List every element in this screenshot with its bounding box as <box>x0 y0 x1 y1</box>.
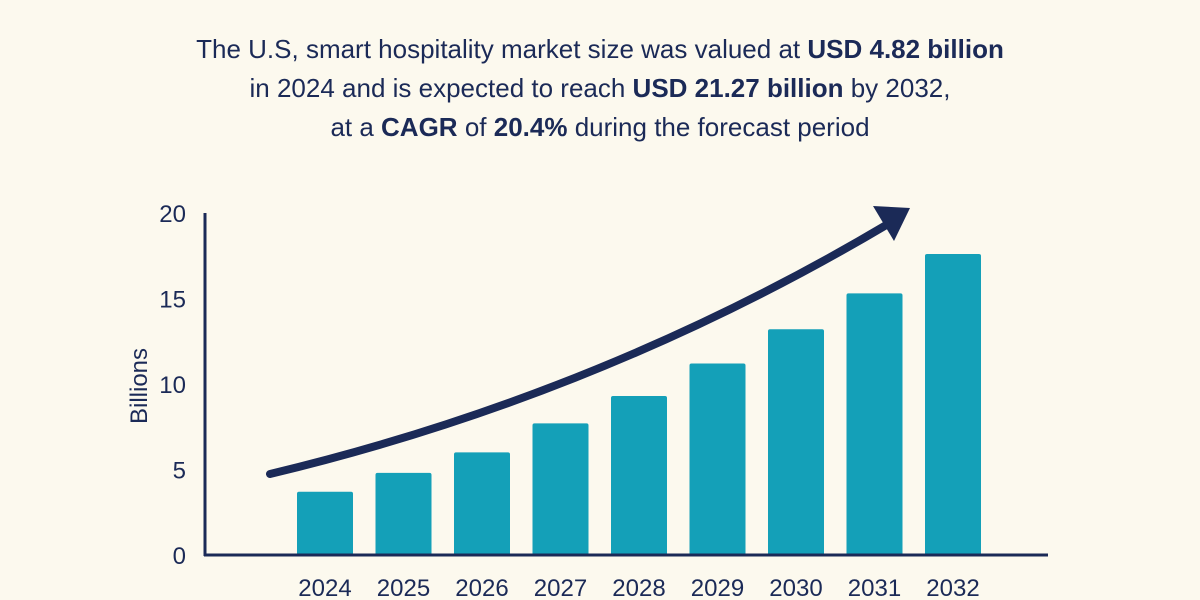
headline: The U.S, smart hospitality market size w… <box>0 30 1200 147</box>
headline-highlight: CAGR <box>381 112 458 142</box>
headline-text: by 2032, <box>843 73 951 103</box>
bar <box>846 293 903 555</box>
bar <box>375 472 432 555</box>
trend-arrow-head <box>873 206 910 241</box>
headline-line-2: in 2024 and is expected to reach USD 21.… <box>0 69 1200 108</box>
headline-line-1: The U.S, smart hospitality market size w… <box>0 30 1200 69</box>
x-tick-label: 2026 <box>455 575 508 600</box>
bar <box>611 395 667 555</box>
bar <box>768 329 824 555</box>
headline-text: during the forecast period <box>567 112 870 142</box>
headline-highlight: 20.4% <box>493 112 568 142</box>
x-tick-label: 2032 <box>926 575 979 600</box>
y-tick-label: 15 <box>159 287 186 314</box>
headline-text: The U.S, smart hospitality market size w… <box>196 34 808 64</box>
headline-text: in 2024 and is expected to reach <box>249 73 633 103</box>
y-tick-label: 20 <box>159 201 186 228</box>
headline-text: at a <box>330 112 382 142</box>
trend-arrow <box>266 220 892 478</box>
x-tick-label: 2029 <box>691 575 744 600</box>
headline-highlight: USD 21.27 billion <box>632 73 844 103</box>
y-axis-title: Billions <box>126 348 153 424</box>
bar <box>689 363 746 555</box>
x-tick-label: 2030 <box>769 575 822 600</box>
bar <box>925 254 981 556</box>
x-tick-label: 2028 <box>612 575 665 600</box>
y-tick-label: 0 <box>173 543 186 570</box>
bar <box>454 452 510 555</box>
x-tick-label: 2027 <box>534 575 587 600</box>
headline-text: of <box>457 112 494 142</box>
x-tick-label: 2024 <box>298 575 351 600</box>
bar <box>297 491 353 555</box>
y-tick-label: 10 <box>159 372 186 399</box>
headline-highlight: USD 4.82 billion <box>807 34 1004 64</box>
x-tick-label: 2031 <box>848 575 901 600</box>
bar <box>532 423 589 555</box>
headline-line-3: at a CAGR of 20.4% during the forecast p… <box>0 108 1200 147</box>
x-tick-label: 2025 <box>377 575 430 600</box>
y-tick-label: 5 <box>173 458 186 485</box>
